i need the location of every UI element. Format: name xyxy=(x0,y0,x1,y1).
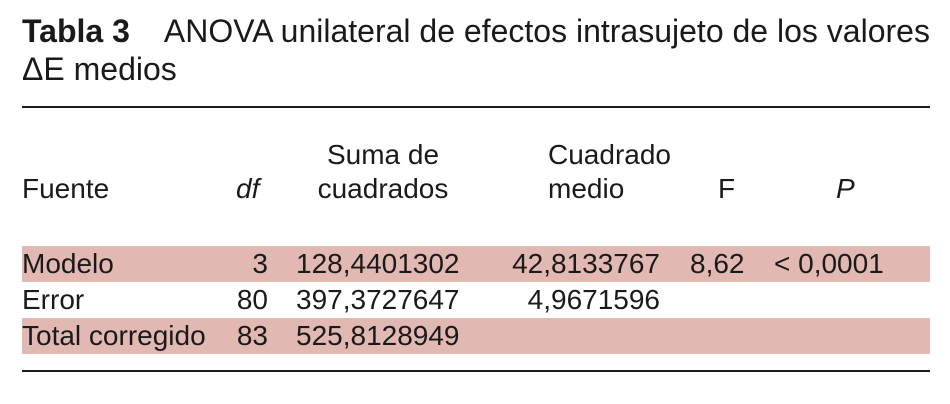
table-row: Modelo 3 128,4401302 42,8133767 8,62 < 0… xyxy=(22,246,930,282)
header-cuadrado-line1: Cuadrado xyxy=(548,139,671,170)
cell-cuadrado: 42,8133767 xyxy=(512,248,660,279)
top-rule xyxy=(22,106,930,108)
header-suma-line1: Suma de xyxy=(326,139,440,170)
header-suma-line2: cuadrados xyxy=(317,173,449,204)
cell-cuadrado: 4,9671596 xyxy=(527,284,660,315)
header-cuadrado-line2: medio xyxy=(548,173,625,204)
table-label: Tabla 3 xyxy=(22,13,130,49)
cell-suma: 525,8128949 xyxy=(296,320,460,351)
cell-fuente: Total corregido xyxy=(22,320,206,351)
table-caption: ANOVA unilateral de efectos intrasujeto … xyxy=(22,13,930,87)
cell-fuente: Modelo xyxy=(22,248,114,279)
header-p: P xyxy=(836,173,855,204)
header-df: df xyxy=(236,173,260,204)
cell-f: 8,62 xyxy=(690,248,745,279)
cell-suma: 128,4401302 xyxy=(296,248,460,279)
cell-df: 83 xyxy=(236,320,268,351)
table-row: Error 80 397,3727647 4,9671596 xyxy=(22,282,930,318)
table-title: Tabla 3 ANOVA unilateral de efectos intra… xyxy=(22,12,932,88)
header-f: F xyxy=(718,173,736,204)
cell-p: < 0,0001 xyxy=(774,248,884,279)
cell-df: 3 xyxy=(252,248,268,279)
cell-fuente: Error xyxy=(22,284,85,315)
cell-suma: 397,3727647 xyxy=(296,284,460,315)
cell-df: 80 xyxy=(236,284,268,315)
header-fuente: Fuente xyxy=(22,173,110,204)
bottom-rule xyxy=(22,370,930,372)
table-row: Total corregido 83 525,8128949 xyxy=(22,318,930,354)
